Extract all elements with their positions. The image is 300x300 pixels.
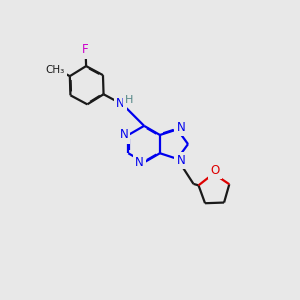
Text: H: H [125,95,134,105]
Text: N: N [176,122,185,134]
Text: O: O [210,164,220,177]
Text: N: N [135,156,144,169]
Text: N: N [119,128,128,142]
Text: F: F [82,44,89,56]
Text: N: N [116,97,125,110]
Text: N: N [176,154,185,167]
Text: CH₃: CH₃ [46,65,65,75]
